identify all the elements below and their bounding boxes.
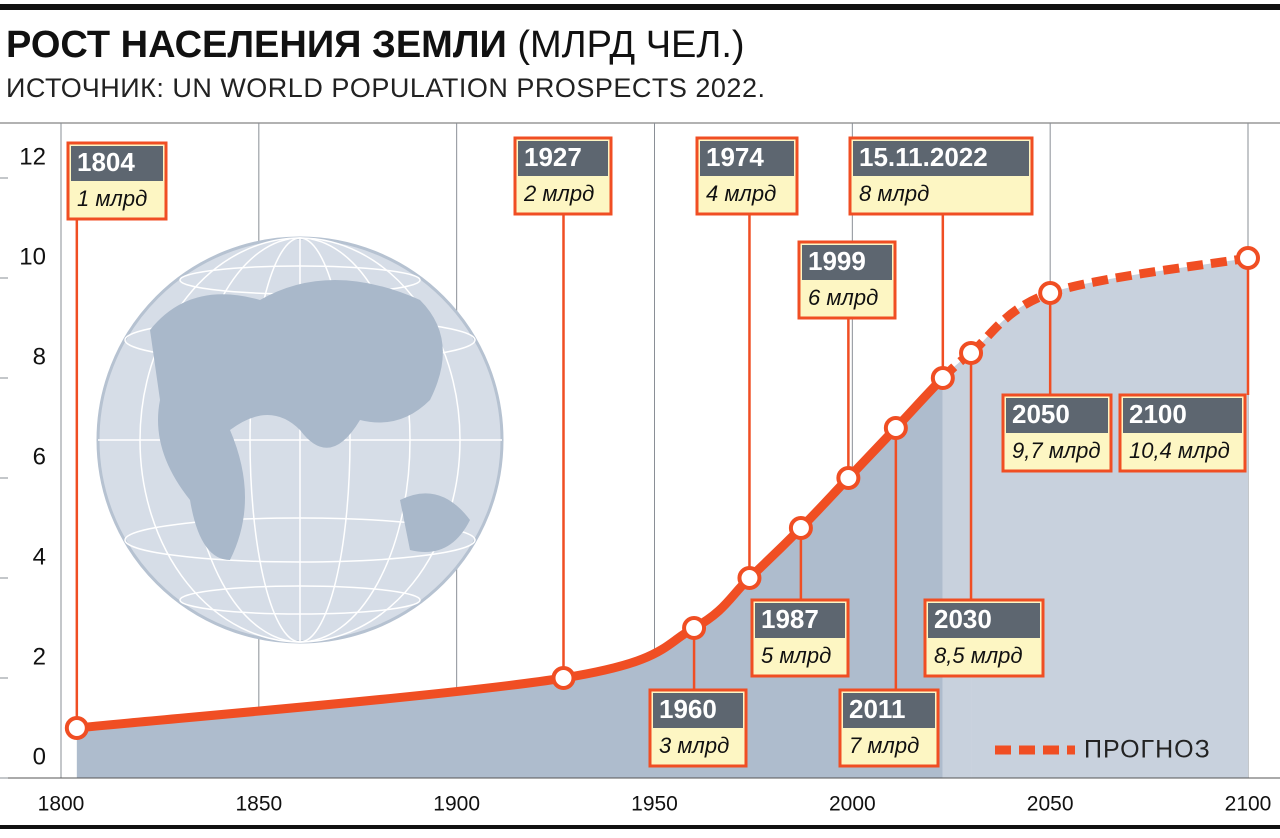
x-tick-label: 1900 <box>433 793 480 816</box>
label-year: 1927 <box>524 142 582 172</box>
y-tick-label: 0 <box>33 743 46 770</box>
label-year-bg <box>755 603 845 638</box>
x-tick-label: 1950 <box>631 793 678 816</box>
label-year: 1960 <box>659 694 717 724</box>
point <box>930 366 955 390</box>
value-label: 8 млрд <box>859 181 929 206</box>
area-fill <box>971 258 1248 778</box>
title-unit: (МЛРД ЧЕЛ.) <box>517 24 744 66</box>
label-year: 2100 <box>1129 399 1187 429</box>
y-tick-label: 10 <box>19 243 46 270</box>
point <box>1038 281 1063 305</box>
point <box>737 566 762 590</box>
point <box>64 716 89 740</box>
parallel <box>124 517 476 563</box>
label-year-bg <box>700 141 794 176</box>
label-year-bg <box>653 693 743 728</box>
y-tick-label: 2 <box>33 643 46 670</box>
point <box>959 341 984 365</box>
value-label: 4 млрд <box>706 181 776 206</box>
point <box>788 516 813 540</box>
label-year-bg <box>853 141 1029 176</box>
label-year-bg <box>928 603 1040 638</box>
globe <box>96 236 504 644</box>
label-year-bg <box>843 693 935 728</box>
parallel <box>179 585 421 615</box>
label-year: 2011 <box>849 694 905 724</box>
point <box>883 416 908 440</box>
label-year: 2050 <box>1012 399 1070 429</box>
value-label: 10,4 млрд <box>1129 438 1230 463</box>
x-tick-label: 2050 <box>1027 793 1074 816</box>
title-main: РОСТ НАСЕЛЕНИЯ ЗЕМЛИ <box>6 24 507 66</box>
bottom-rule <box>0 825 1280 829</box>
label-year-bg <box>802 245 892 280</box>
label-year: 1804 <box>77 147 135 177</box>
label-year: 1974 <box>706 142 764 172</box>
value-label: 7 млрд <box>849 733 919 758</box>
label-year: 1987 <box>761 604 819 634</box>
area-fill <box>76 378 943 778</box>
chart-title: РОСТ НАСЕЛЕНИЯ ЗЕМЛИ (МЛРД ЧЕЛ.) <box>6 24 745 66</box>
legend-label: ПРОГНОЗ <box>1084 736 1211 764</box>
value-label: 1 млрд <box>77 186 147 211</box>
area-fill <box>942 353 972 778</box>
top-rule <box>0 4 1280 10</box>
label-year: 2030 <box>934 604 992 634</box>
x-tick-label: 2000 <box>829 793 876 816</box>
y-tick-label: 4 <box>33 543 46 570</box>
value-label: 3 млрд <box>659 733 729 758</box>
label-year: 15.11.2022 <box>859 142 988 172</box>
point <box>551 666 576 690</box>
label-year-bg <box>1123 398 1242 433</box>
label-year-bg <box>518 141 608 176</box>
continents <box>400 493 470 552</box>
value-label: 2 млрд <box>523 181 594 206</box>
value-label: 8,5 млрд <box>934 643 1023 668</box>
x-tick-label: 1850 <box>235 793 282 816</box>
chart-subtitle: ИСТОЧНИК: UN WORLD POPULATION PROSPECTS … <box>6 73 765 103</box>
y-tick-label: 8 <box>33 343 46 370</box>
y-tick-label: 12 <box>19 143 46 170</box>
value-label: 5 млрд <box>761 643 831 668</box>
y-tick-label: 6 <box>33 443 46 470</box>
value-label: 9,7 млрд <box>1012 438 1101 463</box>
line <box>76 374 947 733</box>
continents <box>150 280 443 560</box>
point <box>682 616 707 640</box>
value-label: 6 млрд <box>808 285 878 310</box>
x-tick-label: 2100 <box>1225 793 1272 816</box>
plot: 1804 1 млрд 1927 2 млрд 1960 3 млрд 1974 4 млрд… <box>64 136 1260 768</box>
point <box>1236 246 1260 270</box>
x-tick-label: 1800 <box>38 793 85 816</box>
label-year: 1999 <box>808 246 866 276</box>
point <box>836 466 861 490</box>
label-year-bg <box>71 146 163 181</box>
label-year-bg <box>1006 398 1108 433</box>
